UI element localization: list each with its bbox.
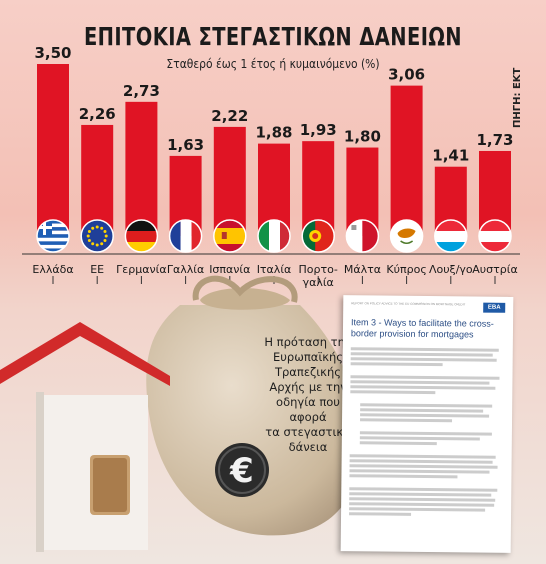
flag-ring (389, 219, 424, 253)
flag-ring (36, 219, 70, 253)
category-label: Γερμανία (116, 263, 166, 276)
value-label: 2,22 (211, 107, 248, 125)
caption-line: Ευρωπαϊκής (272, 350, 344, 364)
caption-line: δάνεια (288, 440, 328, 454)
caption-line: Αρχής με την (269, 380, 347, 394)
category-label: Λουξ/γο (429, 263, 473, 276)
eu-flag (81, 220, 114, 252)
category-label-line: γαλία (303, 276, 334, 289)
bar-1 (37, 64, 69, 236)
flag-ring (257, 219, 291, 253)
caption: Η πρόταση της Ευρωπαϊκής Τραπεζικής Αρχή… (255, 335, 361, 455)
value-label: 1,88 (255, 124, 292, 142)
bar-9 (390, 85, 423, 236)
category-label: Ισπανία (209, 263, 250, 276)
category-label-line: ΕΕ (90, 263, 104, 276)
austria-flag (479, 220, 511, 252)
flag-ring (434, 219, 468, 253)
svg-text:€: € (229, 451, 254, 491)
caption-line: αφορά (289, 410, 327, 424)
category-label-line: Κύπρος (386, 263, 426, 276)
spain-flag (213, 220, 246, 252)
money-bag-icon (146, 275, 361, 536)
category-label-line: Πορτο- (299, 263, 338, 276)
bar-2 (81, 124, 114, 236)
caption-line: τα στεγαστικά (265, 425, 351, 439)
eba-document: REPORT ON POLICY ADVICE TO THE EU COMMIS… (340, 295, 514, 553)
category-label-line: Γερμανία (116, 263, 166, 276)
value-label: 2,73 (123, 82, 160, 100)
bar-3 (125, 101, 158, 236)
value-label: 1,63 (167, 136, 204, 154)
flag-ring (345, 219, 380, 253)
category-label-line: Λουξ/γο (429, 263, 473, 276)
category-label: Ελλάδα (32, 263, 73, 276)
category-label: Αυστρία (472, 263, 517, 276)
category-label-line: Ιταλία (257, 263, 292, 276)
bar-5 (213, 126, 246, 236)
flag-ring (124, 219, 159, 253)
category-label: Ιταλία (257, 263, 292, 276)
chart-title: ΕΠΙΤΟΚΙΑ ΣΤΕΓΑΣΤΙΚΩΝ ΔΑΝΕΙΩΝ (83, 22, 463, 51)
value-label: 1,93 (300, 121, 337, 139)
category-label-line: Μάλτα (344, 263, 381, 276)
category-label-line: Ελλάδα (32, 263, 73, 276)
flag-ring (478, 219, 512, 253)
value-label: 3,06 (388, 66, 425, 84)
category-label-line: Αυστρία (472, 263, 517, 276)
caption-line: οδηγία που (276, 395, 340, 409)
house-icon (0, 322, 170, 552)
flag-ring (301, 219, 335, 253)
category-label: Πορτο-γαλία (299, 263, 338, 289)
flag-ring (80, 219, 114, 253)
luxembourg-flag (434, 220, 467, 252)
document-body-placeholder (349, 345, 505, 519)
bars-layer: 3,50 Ελλάδα 2,26 ΕΕ 2,73 Γερμανία 1,63 Γαλλία 2,… (22, 44, 520, 289)
euro-icon: € (215, 443, 269, 497)
document-title: Item 3 - Ways to facilitate the cross-bo… (350, 317, 494, 340)
category-label: Μάλτα (344, 263, 381, 276)
document-header: REPORT ON POLICY ADVICE TO THE EU COMMIS… (351, 301, 466, 307)
flag-ring (168, 219, 203, 253)
italy-flag (258, 220, 290, 252)
category-label: Γαλλία (167, 263, 204, 276)
greece-flag (37, 220, 69, 252)
category-label: Κύπρος (386, 263, 426, 276)
france-flag (169, 220, 202, 252)
caption-line: Τραπεζικής (274, 365, 341, 379)
category-label-line: Γαλλία (167, 263, 204, 276)
value-label: 1,80 (344, 128, 381, 146)
source-label: ΠΗΓΗ: ΕΚΤ (512, 67, 523, 128)
category-label: ΕΕ (90, 263, 104, 276)
value-label: 1,41 (432, 147, 469, 165)
value-label: 3,50 (34, 44, 71, 62)
flag-ring (213, 219, 247, 253)
portugal-flag (302, 220, 335, 252)
category-label-line: Ισπανία (209, 263, 250, 276)
eba-logo: EBA (483, 302, 506, 313)
value-label: 1,73 (476, 131, 513, 149)
value-label: 2,26 (79, 105, 116, 123)
germany-flag (125, 220, 158, 252)
chart-subtitle: Σταθερό έως 1 έτος ή κυμαινόμενο (%) (166, 56, 380, 71)
caption-line: Η πρόταση της (264, 335, 352, 349)
cyprus-flag (390, 220, 423, 252)
malta-flag (346, 220, 379, 252)
